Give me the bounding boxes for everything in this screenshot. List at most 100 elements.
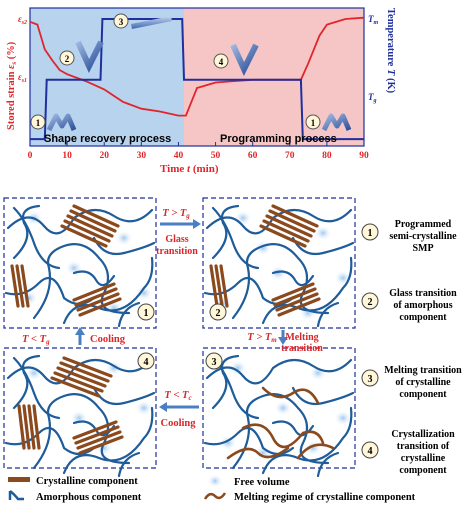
crystalline-lamella: [17, 404, 26, 450]
amorphous-chain: [211, 206, 260, 270]
x-tick-label: 80: [322, 151, 332, 161]
svg-text:Crystallization: Crystallization: [391, 429, 455, 440]
step-2-icon: 2: [59, 40, 104, 73]
x-axis-label: Time t (min): [160, 163, 219, 175]
step-4-icon: 4: [213, 43, 259, 76]
svg-text:3: 3: [119, 17, 124, 27]
free-volume-spot: [135, 400, 153, 416]
svg-text:component: component: [399, 312, 447, 323]
crystalline-lamella: [63, 219, 111, 243]
y-left-tick-mid: εs1: [18, 72, 27, 84]
free-volume-spot: [269, 265, 287, 281]
y-right-tick-top: Tm: [368, 14, 379, 26]
crystalline-lamella: [60, 224, 108, 248]
amorphous-chain: [316, 451, 340, 478]
crystalline-lamella: [20, 264, 30, 308]
arrow-glass-transition: T > Tg Glass transition: [156, 208, 201, 257]
crystalline-lamella: [214, 264, 224, 308]
crystalline-lamella: [72, 282, 116, 302]
svg-text:4: 4: [144, 357, 149, 368]
svg-text:Melting regime of crystalline: Melting regime of crystalline component: [234, 492, 416, 503]
crystalline-lamella: [76, 430, 122, 450]
legend-free-volume: Free volume: [207, 474, 290, 488]
free-volume-spot: [70, 410, 88, 426]
crystalline-lamella: [219, 264, 229, 308]
crystalline-lamella: [268, 209, 316, 233]
melted-crystalline-chain: [241, 423, 325, 449]
svg-text:Melting transition: Melting transition: [384, 365, 462, 376]
crystalline-lamella: [56, 366, 107, 388]
box-3-badge: 3: [205, 352, 223, 370]
svg-text:component: component: [399, 465, 447, 476]
crystalline-lamella: [50, 376, 101, 398]
microstructure-layer: [4, 204, 355, 478]
svg-text:transition: transition: [156, 246, 198, 257]
svg-text:Temperature T (K): Temperature T (K): [385, 8, 396, 94]
arrow-melting-transition: T > Tm Melting transition: [247, 330, 323, 354]
svg-text:T < Tc: T < Tc: [164, 390, 191, 402]
crystalline-lamella: [78, 297, 122, 317]
amorphous-chain: [231, 243, 330, 320]
svg-text:crystalline: crystalline: [401, 453, 446, 464]
svg-text:T > Tm: T > Tm: [247, 332, 277, 344]
temperature-curve: [30, 18, 364, 141]
x-tick-label: 30: [137, 151, 147, 161]
plot-frame: [29, 7, 365, 147]
step-1b-icon: 1: [305, 113, 352, 132]
svg-text:4: 4: [219, 57, 224, 67]
amorphous-chain: [72, 270, 116, 287]
free-volume-spot: [25, 365, 43, 381]
x-axis-ticks: 0 10 20 30 40 50 60 70 80 90: [28, 142, 369, 161]
crystalline-lamella: [209, 264, 219, 308]
free-volume-spot: [115, 230, 133, 246]
amorphous-chain: [92, 386, 156, 406]
crystalline-lamella: [271, 204, 319, 228]
crystalline-lamella: [259, 224, 307, 248]
amorphous-chain: [316, 301, 340, 328]
svg-text:semi-crystalline: semi-crystalline: [389, 231, 457, 242]
svg-text:2: 2: [216, 308, 221, 319]
svg-text:T > Tg: T > Tg: [162, 208, 190, 220]
step-3-icon: 3: [113, 13, 172, 29]
legend-item-1: 1 Programmed semi-crystalline SMP: [361, 219, 457, 254]
legend-crystalline: Crystalline component: [8, 476, 138, 487]
crystalline-lamella: [78, 435, 124, 455]
svg-text:SMP: SMP: [412, 243, 433, 254]
free-volume-spot: [274, 400, 292, 416]
svg-text:Programmed: Programmed: [395, 219, 452, 230]
svg-text:1: 1: [311, 118, 316, 128]
crystalline-lamella: [76, 292, 120, 312]
x-tick-label: 60: [248, 151, 258, 161]
free-volume-spot: [309, 365, 327, 381]
free-volume-spot: [229, 360, 247, 376]
crystalline-lamella: [277, 297, 321, 317]
x-tick-label: 90: [359, 151, 369, 161]
amorphous-chain: [92, 236, 156, 256]
y-left-tick-top: εs2: [18, 14, 27, 26]
strain-curve: [29, 16, 365, 117]
crystalline-lamella: [74, 425, 120, 445]
x-tick-label: 40: [174, 151, 184, 161]
melted-crystalline-chain: [296, 443, 335, 460]
crystalline-lamella: [66, 214, 114, 238]
free-volume-spot: [20, 290, 38, 306]
x-tick-label: 10: [62, 151, 72, 161]
programming-region-label: Programming process: [220, 133, 337, 145]
amorphous-chain: [117, 301, 141, 328]
legend-item-3: 3 Melting transition of crystalline comp…: [361, 365, 462, 400]
melted-crystalline-chain: [261, 386, 320, 405]
svg-text:1: 1: [36, 118, 41, 128]
crystalline-lamella: [265, 214, 313, 238]
free-volume-spot: [234, 210, 252, 226]
crystalline-lamella: [15, 264, 25, 308]
crystalline-lamella: [62, 356, 113, 378]
box-4-badge: 4: [137, 352, 155, 370]
amorphous-chain: [291, 236, 355, 256]
amorphous-chain: [271, 270, 315, 287]
arrow-cooling-up: T < Tg Cooling: [22, 327, 126, 346]
svg-text:4: 4: [368, 446, 373, 457]
amorphous-chain: [117, 451, 141, 478]
svg-text:of crystalline: of crystalline: [395, 377, 451, 388]
amorphous-chain: [32, 243, 131, 320]
amorphous-chain: [12, 356, 61, 420]
